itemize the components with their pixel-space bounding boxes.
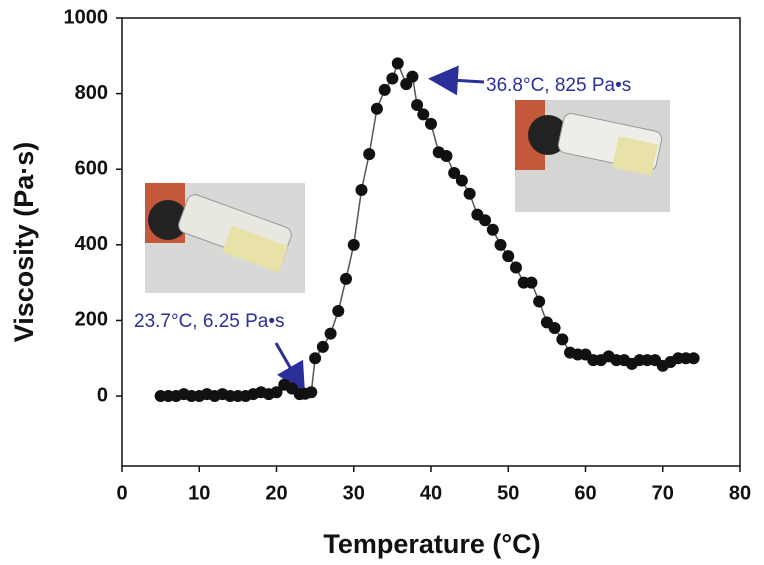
data-point [479, 214, 492, 227]
data-point [448, 167, 461, 180]
x-tick-label: 70 [652, 482, 674, 504]
data-point [494, 238, 507, 251]
x-tick-label: 20 [265, 482, 287, 504]
data-point [391, 57, 404, 70]
data-point [363, 148, 376, 161]
annotation: 36.8°C, 825 Pa•s [486, 75, 631, 96]
x-axis-label: Temperature (°C) [323, 529, 540, 559]
y-axis-label: Viscosity (Pa·s) [9, 142, 39, 343]
y-tick-label: 600 [75, 158, 108, 180]
y-tick-label: 0 [97, 384, 108, 406]
data-point [556, 333, 569, 346]
data-point [425, 117, 437, 130]
data-point [370, 102, 383, 115]
data-point [548, 322, 561, 335]
annotation: 23.7°C, 6.25 Pa•s [134, 311, 285, 332]
data-point [455, 174, 468, 187]
x-tick-label: 60 [574, 482, 596, 504]
x-tick-label: 50 [497, 482, 519, 504]
data-point [316, 340, 329, 353]
y-tick-label: 200 [75, 309, 108, 331]
data-point [355, 184, 368, 197]
data-point [324, 327, 337, 340]
data-point [347, 238, 360, 251]
data-point [332, 304, 345, 317]
x-tick-label: 10 [188, 482, 210, 504]
data-point [305, 386, 318, 399]
data-point [386, 72, 399, 85]
data-point [411, 98, 424, 111]
data-point [270, 386, 283, 399]
x-tick-label: 0 [116, 482, 127, 504]
arrow [428, 65, 485, 96]
arrow [274, 342, 306, 394]
data-point [687, 352, 700, 365]
data-point [340, 272, 353, 285]
data-point [440, 149, 453, 162]
y-tick-label: 1000 [64, 6, 109, 28]
y-tick-label: 400 [75, 233, 108, 255]
data-point [509, 261, 522, 274]
data-point [533, 295, 546, 308]
data-point [406, 70, 419, 83]
y-tick-label: 800 [75, 82, 108, 104]
data-point [309, 352, 322, 365]
data-point [486, 223, 499, 236]
data-point [525, 276, 538, 289]
data-point [378, 83, 391, 96]
data-point [463, 187, 476, 200]
x-tick-label: 80 [729, 482, 751, 504]
photo-right [515, 100, 670, 212]
photo-left [145, 183, 305, 293]
data-point [502, 250, 515, 263]
x-tick-label: 40 [420, 482, 442, 504]
x-tick-label: 30 [343, 482, 365, 504]
data-point [417, 108, 430, 121]
